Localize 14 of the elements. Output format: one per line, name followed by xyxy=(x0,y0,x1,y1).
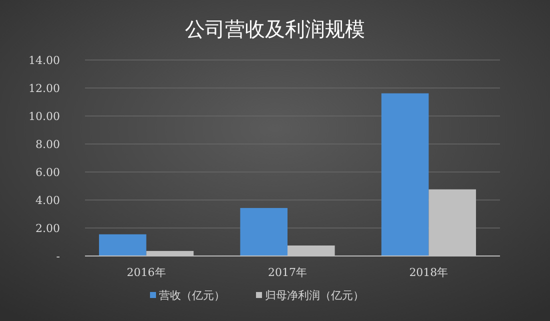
y-tick-label: - xyxy=(56,250,60,263)
y-tick-label: 4.00 xyxy=(36,194,60,207)
legend-label: 营收（亿元） xyxy=(159,289,225,302)
y-tick-label: 12.00 xyxy=(28,82,60,95)
chart-title: 公司营收及利润规模 xyxy=(185,17,365,41)
y-tick-label: 6.00 xyxy=(36,166,60,179)
legend-label: 归母净利润（亿元） xyxy=(265,289,364,302)
y-tick-label: 14.00 xyxy=(28,54,60,67)
x-tick-label: 2016年 xyxy=(126,266,166,279)
y-tick-label: 2.00 xyxy=(36,222,60,235)
x-tick-label: 2017年 xyxy=(268,266,307,279)
y-tick-label: 8.00 xyxy=(36,138,60,151)
y-tick-label: 10.00 xyxy=(28,110,60,123)
x-tick-label: 2018年 xyxy=(409,266,448,279)
